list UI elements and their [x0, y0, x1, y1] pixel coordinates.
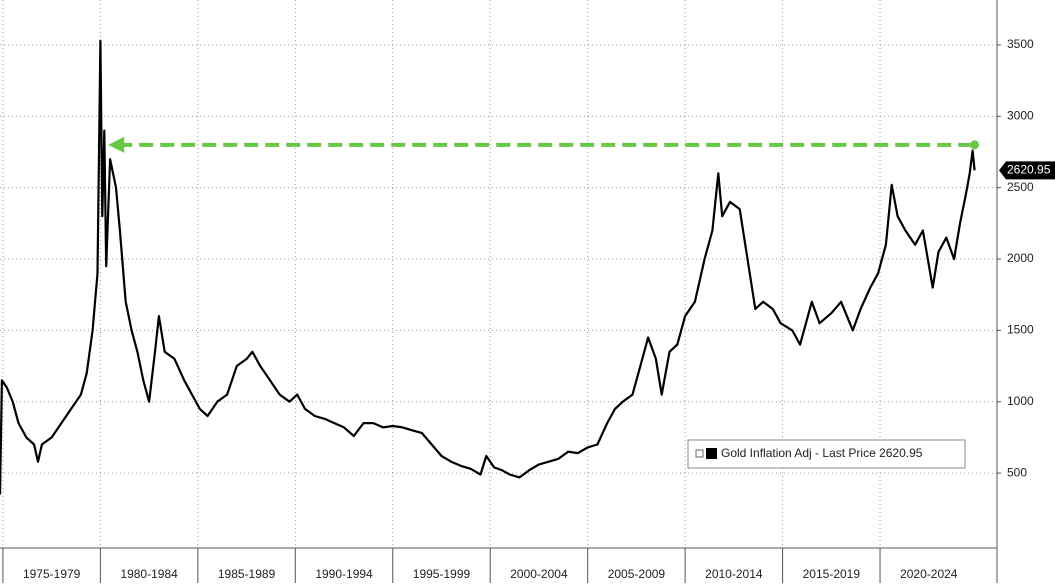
- arrow-head: [108, 136, 125, 153]
- y-tick-label: 3500: [1007, 37, 1034, 51]
- legend-label: Gold Inflation Adj - Last Price 2620.95: [721, 446, 923, 460]
- x-tick-label: 1975-1979: [23, 567, 81, 581]
- y-tick-label: 2500: [1007, 180, 1034, 194]
- y-tick-label: 500: [1007, 465, 1027, 479]
- y-tick-label: 1000: [1007, 394, 1034, 408]
- x-tick-label: 2020-2024: [900, 567, 958, 581]
- x-tick-label: 1980-1984: [120, 567, 178, 581]
- y-tick-label: 1500: [1007, 323, 1034, 337]
- x-tick-label: 2000-2004: [510, 567, 568, 581]
- x-tick-label: 1995-1999: [413, 567, 471, 581]
- x-tick-label: 1990-1994: [315, 567, 373, 581]
- legend-box: [687, 439, 966, 469]
- y-tick-label: 3000: [1007, 108, 1034, 122]
- legend: Gold Inflation Adj - Last Price 2620.95: [687, 439, 966, 469]
- x-tick-label: 2015-2019: [803, 567, 861, 581]
- legend-swatch: [706, 448, 717, 459]
- price-line: [0, 39, 976, 495]
- arrow-end: [970, 140, 980, 150]
- x-tick-label: 2005-2009: [608, 567, 666, 581]
- last-price-tag: [999, 161, 1055, 180]
- y-tick-label: 2000: [1007, 251, 1034, 265]
- last-price-label: 2620.95: [1007, 163, 1051, 177]
- legend-toggle: [695, 449, 704, 458]
- x-tick-label: 2010-2014: [705, 567, 763, 581]
- x-tick-label: 1985-1989: [218, 567, 276, 581]
